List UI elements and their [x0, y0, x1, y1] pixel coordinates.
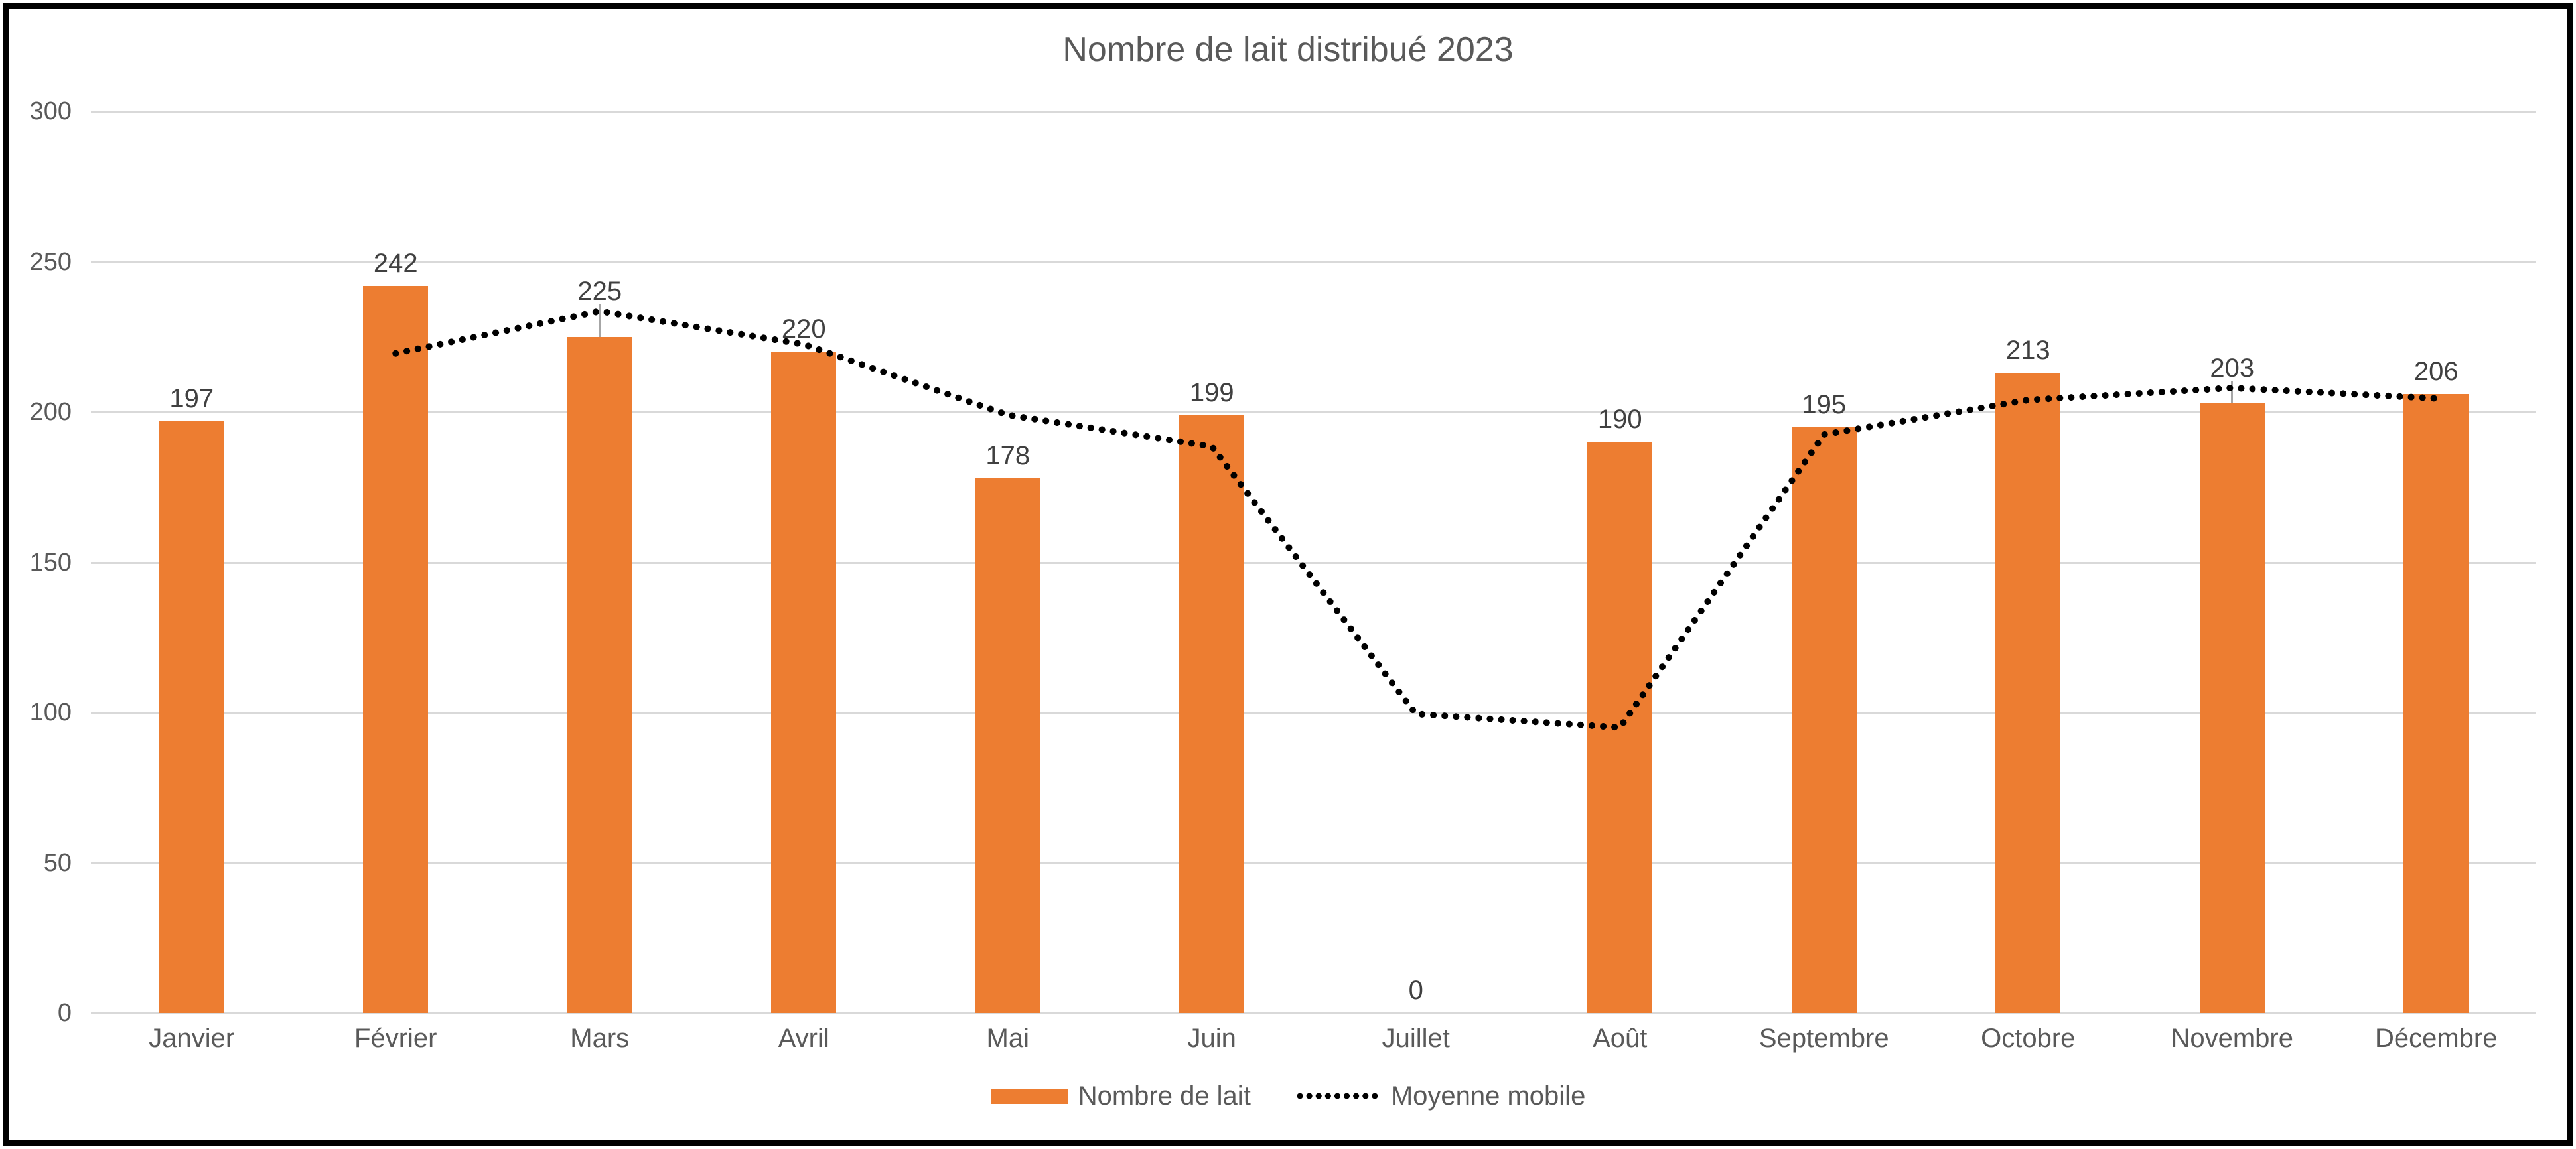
bar — [1587, 442, 1653, 1013]
x-axis-category-label: Juin — [1187, 1024, 1236, 1053]
bar — [1995, 373, 2061, 1013]
x-axis-category-label: Septembre — [1758, 1024, 1889, 1053]
data-label: 206 — [2413, 356, 2459, 386]
gridline — [91, 561, 2536, 564]
data-label: 199 — [1189, 377, 1234, 407]
gridline — [91, 712, 2536, 714]
x-axis-category-label: Janvier — [149, 1024, 235, 1053]
data-label: 195 — [1802, 389, 1847, 419]
dotted-line-swatch-icon — [1297, 1093, 1380, 1099]
x-axis-category-label: Novembre — [2171, 1024, 2293, 1053]
data-label: 203 — [2210, 353, 2255, 383]
gridline — [91, 411, 2536, 413]
data-label: 220 — [781, 314, 826, 344]
gridline — [91, 261, 2536, 263]
y-axis-tick-label: 50 — [43, 848, 72, 877]
chart-title: Nombre de lait distribué 2023 — [1062, 31, 1514, 69]
y-axis-tick-label: 300 — [29, 98, 72, 125]
y-axis-tick-label: 100 — [29, 699, 72, 726]
y-axis-tick-label: 150 — [29, 548, 72, 576]
data-label: 197 — [169, 383, 214, 413]
bar — [363, 285, 429, 1013]
data-label-leader-line — [599, 304, 601, 337]
data-label-leader-line — [2231, 381, 2234, 403]
bar — [2403, 393, 2469, 1013]
gridline — [91, 111, 2536, 113]
x-axis-category-label: Février — [354, 1024, 437, 1053]
bar-series-swatch-icon — [990, 1088, 1068, 1104]
y-axis-tick-label: 0 — [57, 999, 72, 1027]
data-label: 178 — [985, 440, 1031, 470]
x-axis-category-label: Mars — [570, 1024, 630, 1053]
legend-label-bars: Nombre de lait — [1078, 1081, 1251, 1111]
y-axis-tick-label: 200 — [29, 398, 72, 426]
legend-item-bars: Nombre de lait — [990, 1080, 1251, 1112]
data-label: 225 — [577, 277, 622, 306]
bar — [1791, 427, 1857, 1013]
bar — [159, 421, 224, 1013]
x-axis-category-label: Avril — [778, 1024, 829, 1053]
bar — [2199, 403, 2265, 1013]
legend-label-line: Moyenne mobile — [1390, 1081, 1586, 1111]
x-axis-category-label: Août — [1593, 1024, 1648, 1053]
x-axis-category-label: Juillet — [1382, 1024, 1450, 1053]
bar — [975, 478, 1040, 1013]
bar — [567, 336, 632, 1013]
gridline — [91, 862, 2536, 864]
legend: Nombre de lait Moyenne mobile — [0, 1080, 2576, 1112]
data-label: 213 — [2005, 336, 2050, 366]
x-axis-category-label: Décembre — [2374, 1024, 2498, 1053]
data-label: 0 — [1408, 976, 1423, 1005]
x-axis-category-label: Octobre — [1981, 1024, 2076, 1053]
data-label: 190 — [1597, 405, 1642, 435]
legend-item-line: Moyenne mobile — [1296, 1080, 1586, 1112]
bar — [1179, 415, 1245, 1013]
gridline — [91, 1012, 2536, 1014]
x-axis-category-label: Mai — [986, 1024, 1029, 1053]
y-axis-tick-label: 250 — [29, 247, 72, 276]
data-label: 242 — [373, 248, 418, 278]
bar — [771, 352, 837, 1013]
